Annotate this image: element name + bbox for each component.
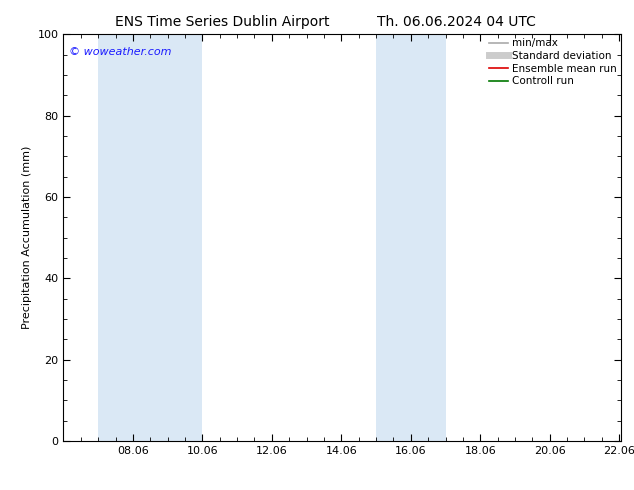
- Text: Th. 06.06.2024 04 UTC: Th. 06.06.2024 04 UTC: [377, 15, 536, 29]
- Y-axis label: Precipitation Accumulation (mm): Precipitation Accumulation (mm): [22, 146, 32, 329]
- Bar: [411, 34, 446, 441]
- Bar: [98, 34, 150, 441]
- Legend: min/max, Standard deviation, Ensemble mean run, Controll run: min/max, Standard deviation, Ensemble me…: [488, 36, 619, 88]
- Bar: [150, 34, 202, 441]
- Bar: [376, 34, 411, 441]
- Text: ENS Time Series Dublin Airport: ENS Time Series Dublin Airport: [115, 15, 329, 29]
- Text: © woweather.com: © woweather.com: [69, 47, 171, 56]
